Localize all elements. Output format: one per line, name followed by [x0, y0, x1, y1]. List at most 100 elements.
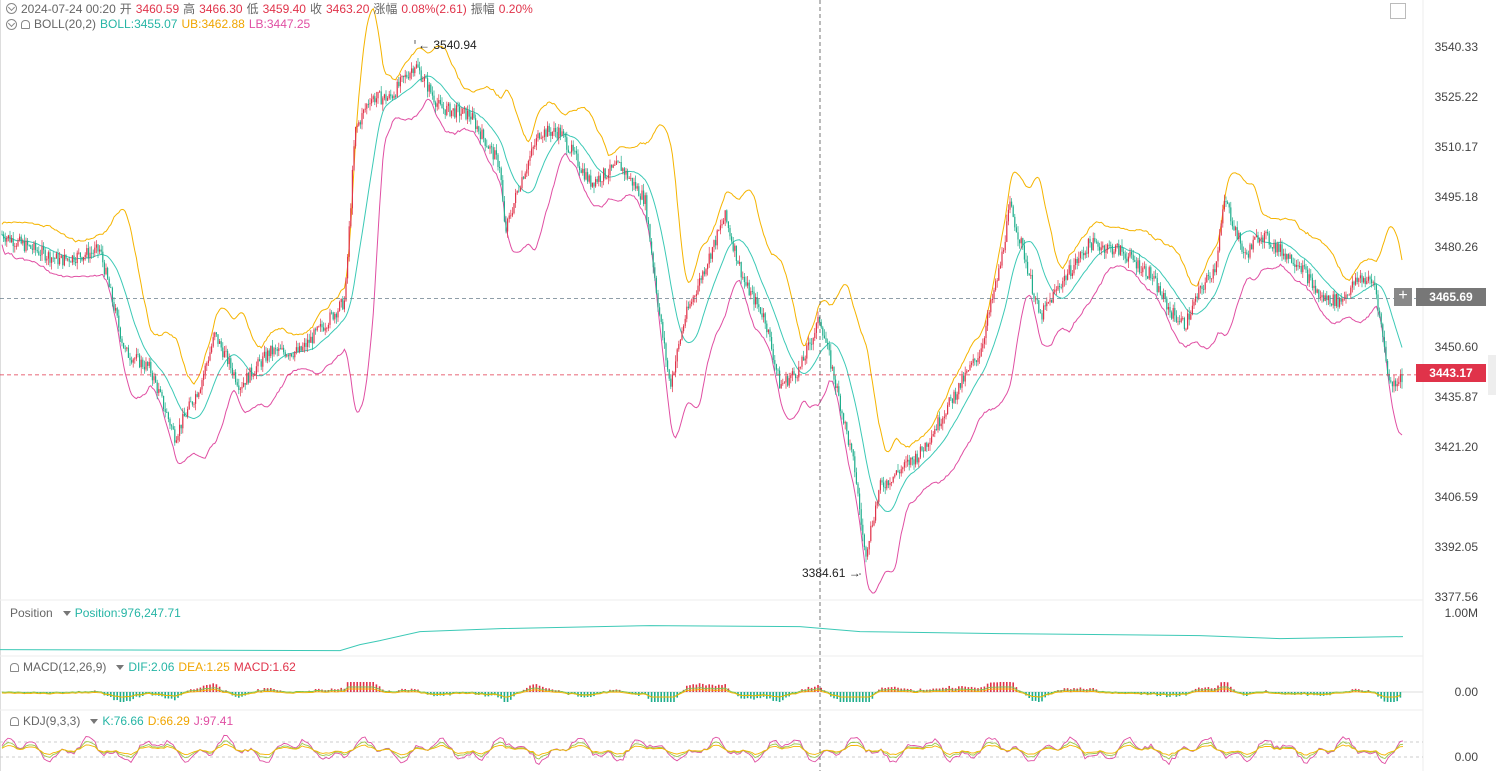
- candle: [1310, 274, 1312, 278]
- candle: [977, 358, 979, 363]
- candle: [423, 77, 425, 82]
- chevron-down-icon[interactable]: [116, 664, 125, 670]
- candle: [588, 175, 590, 182]
- candle: [801, 356, 803, 367]
- candle: [132, 359, 134, 363]
- candle: [615, 161, 617, 165]
- candle: [1103, 245, 1105, 253]
- candle: [1132, 254, 1134, 260]
- candle: [1273, 243, 1275, 249]
- candle: [995, 281, 997, 291]
- candle: [47, 252, 49, 259]
- candle: [1297, 265, 1299, 267]
- candle: [758, 304, 760, 308]
- candle: [948, 397, 950, 406]
- macd-legend: MACD(12,26,9) DIF:2.06 DEA:1.25 MACD:1.6…: [10, 660, 300, 674]
- candle: [1337, 294, 1339, 307]
- bell-icon[interactable]: [10, 662, 19, 672]
- candle: [412, 68, 414, 74]
- candle: [1043, 305, 1045, 320]
- candle: [14, 245, 16, 247]
- candle: [252, 375, 254, 377]
- boll-mid-line: [1, 75, 1403, 513]
- candle: [1179, 321, 1181, 323]
- candle: [958, 383, 960, 395]
- candle: [935, 429, 937, 430]
- candle: [1100, 247, 1102, 251]
- candle: [892, 476, 894, 483]
- candle: [129, 357, 131, 361]
- boll-upper-value: UB:3462.88: [181, 17, 245, 31]
- candle: [854, 456, 856, 473]
- chevron-down-icon[interactable]: [62, 610, 71, 616]
- bell-icon[interactable]: [21, 19, 30, 29]
- candle: [835, 379, 837, 389]
- candle: [356, 125, 358, 127]
- candle: [76, 252, 78, 264]
- candle: [121, 338, 123, 343]
- candle: [502, 180, 504, 202]
- fullscreen-icon[interactable]: [1390, 3, 1406, 19]
- candle: [531, 148, 533, 156]
- candle: [1235, 227, 1237, 231]
- candle: [694, 295, 696, 297]
- candle: [1356, 277, 1358, 282]
- candle: [975, 360, 977, 363]
- position-name[interactable]: Position: [10, 606, 53, 620]
- candle: [342, 298, 344, 310]
- chevron-down-icon[interactable]: [90, 718, 99, 724]
- collapse-icon[interactable]: [6, 18, 17, 30]
- candle: [489, 146, 491, 149]
- boll-name[interactable]: BOLL(20,2): [34, 17, 97, 31]
- candle: [740, 262, 742, 278]
- open-value: 3460.59: [135, 1, 180, 16]
- candle: [1126, 258, 1128, 262]
- candle: [211, 346, 213, 353]
- candle: [71, 255, 73, 263]
- candle: [641, 190, 643, 200]
- candle: [247, 372, 249, 383]
- candle: [476, 126, 478, 130]
- candle: [707, 264, 709, 270]
- high-annotation: ← 3540.94: [418, 38, 477, 52]
- candle: [687, 306, 689, 309]
- candle: [812, 338, 814, 345]
- candle: [519, 187, 521, 191]
- candle: [1227, 202, 1229, 204]
- candle: [1079, 252, 1081, 259]
- candle: [561, 131, 563, 136]
- scroll-handle[interactable]: [1488, 355, 1496, 395]
- candle: [28, 245, 30, 247]
- candle: [94, 247, 96, 254]
- candle: [1174, 308, 1176, 316]
- candle: [164, 408, 166, 412]
- candle: [788, 378, 790, 386]
- candle: [1006, 221, 1008, 242]
- candle: [684, 318, 686, 326]
- candle: [599, 175, 601, 182]
- candle: [207, 360, 209, 364]
- candle: [1083, 253, 1085, 256]
- candle: [897, 470, 899, 472]
- candle: [1057, 286, 1059, 290]
- candle: [883, 482, 885, 488]
- kdj-name[interactable]: KDJ(9,3,3): [23, 714, 81, 728]
- candle: [908, 459, 910, 465]
- add-icon[interactable]: +: [1394, 288, 1412, 306]
- candle: [494, 150, 496, 160]
- macd-name[interactable]: MACD(12,26,9): [23, 660, 107, 674]
- bell-icon[interactable]: [10, 716, 19, 726]
- candle: [1300, 265, 1302, 273]
- candle: [1123, 251, 1125, 254]
- close-value: 3463.20: [325, 1, 370, 16]
- candle: [1303, 265, 1305, 267]
- candle: [863, 534, 865, 548]
- candle: [1142, 267, 1144, 273]
- collapse-icon[interactable]: [6, 3, 17, 14]
- candle: [398, 81, 400, 87]
- candle: [166, 411, 168, 413]
- candle: [891, 482, 893, 484]
- candle: [759, 307, 761, 314]
- candle: [591, 182, 593, 187]
